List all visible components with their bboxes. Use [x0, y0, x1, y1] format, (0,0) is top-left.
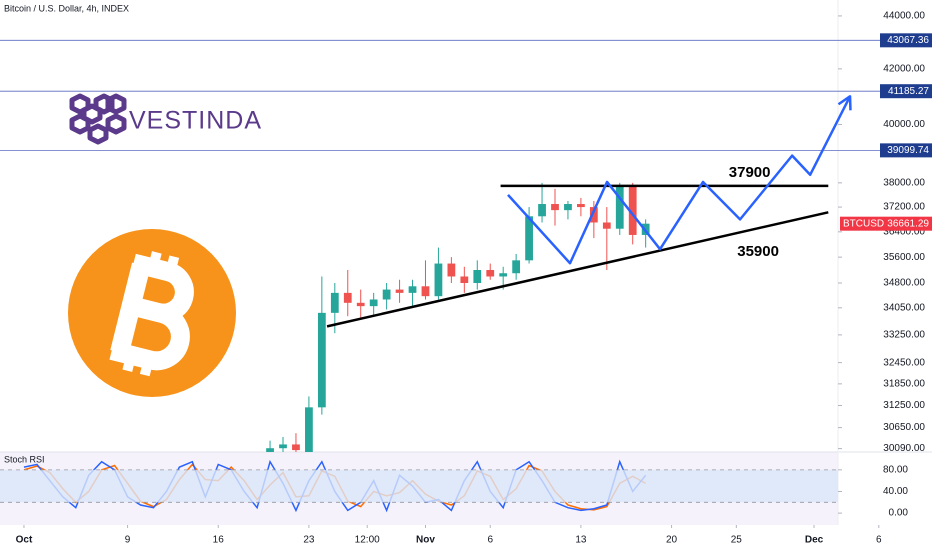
y-tick-label: 34050.00: [883, 302, 925, 313]
x-tick-label: 20: [666, 535, 678, 546]
candle-body: [486, 269, 495, 277]
level-box: [880, 33, 932, 48]
candle-body: [305, 407, 313, 452]
plot-area: [266, 182, 650, 452]
candle-body: [512, 260, 521, 274]
candle-body: [356, 302, 365, 307]
candle-body: [395, 289, 404, 293]
candle-body: [473, 269, 482, 284]
y-tick-label: 31850.00: [883, 379, 925, 390]
candle-body: [615, 185, 624, 229]
y-tick-label: 38000.00: [883, 177, 925, 188]
x-tick-label: 23: [303, 535, 315, 546]
candle-body: [369, 299, 378, 307]
candle-body: [434, 263, 443, 297]
last-price-box: [840, 216, 932, 231]
level-box: [880, 143, 932, 158]
x-tick-label: Oct: [16, 535, 33, 546]
trendline: [326, 211, 829, 328]
candle-body: [317, 312, 326, 408]
y-tick-label: 32450.00: [883, 357, 925, 368]
candle-body: [447, 263, 456, 277]
stoch-title: Stoch RSI: [4, 454, 45, 464]
candle-body: [460, 276, 469, 284]
candle-body: [589, 207, 598, 223]
y-tick-label: 36400.00: [883, 226, 925, 237]
y-tick-label: 30090.00: [883, 443, 925, 454]
candle-body: [525, 216, 533, 261]
x-tick-label: Nov: [416, 535, 435, 546]
last-price-value: 36661.29: [887, 218, 929, 229]
chart-title: Bitcoin / U.S. Dollar, 4h, INDEX: [4, 3, 129, 13]
candle-body: [421, 286, 430, 297]
candle-body: [499, 273, 508, 277]
candle-body: [330, 292, 339, 313]
y-tick-label: 33250.00: [883, 330, 925, 341]
x-tick-label: Dec: [805, 535, 824, 546]
x-tick-label: 13: [575, 535, 587, 546]
candle-body: [279, 444, 287, 449]
y-tick-label: 31250.00: [883, 400, 925, 411]
y-tick-label: 37200.00: [883, 202, 925, 213]
vestinda-logo: [69, 93, 127, 145]
candle-body: [538, 204, 546, 217]
last-price-symbol: BTCUSD: [843, 218, 884, 229]
brand-name: VESTINDA: [129, 107, 262, 135]
trendline-label: 35900: [737, 243, 779, 260]
stoch-y-tick-label: 40.00: [883, 486, 908, 497]
x-tick-label: 25: [731, 535, 743, 546]
candle-body: [292, 444, 300, 451]
candle-body: [343, 292, 352, 303]
candle-body: [551, 204, 559, 211]
projection-arrowhead: [837, 95, 852, 111]
x-tick-label: 9: [125, 535, 131, 546]
candle-body: [564, 204, 572, 211]
x-tick-label: 12:00: [355, 535, 380, 546]
trendline-label: 37900: [729, 164, 771, 181]
y-tick-label: 30650.00: [883, 422, 925, 433]
candle-body: [577, 204, 585, 208]
candle-body: [408, 286, 417, 293]
candle-body: [266, 448, 274, 452]
stoch-band: [0, 469, 838, 503]
x-tick-label: 6: [876, 535, 882, 546]
candle-body: [382, 289, 391, 300]
bitcoin-logo: [68, 229, 236, 397]
y-tick-label: 44000.00: [883, 11, 925, 22]
y-tick-label: 40000.00: [883, 119, 925, 130]
candle-body: [628, 185, 637, 235]
y-tick-label: 35600.00: [883, 252, 925, 263]
level-box: [880, 84, 932, 99]
projection-path: [507, 95, 852, 265]
stoch-y-tick-label: 0.00: [889, 508, 909, 519]
level-label: 41185.27: [888, 86, 929, 97]
x-tick-label: 16: [213, 535, 225, 546]
y-tick-label: 42000.00: [883, 64, 925, 75]
level-label: 43067.36: [887, 35, 929, 46]
y-tick-label: 34800.00: [883, 278, 925, 289]
candle-body: [602, 222, 611, 229]
level-label: 39099.74: [887, 145, 929, 156]
x-tick-label: 6: [487, 535, 493, 546]
stoch-y-tick-label: 80.00: [883, 464, 908, 475]
